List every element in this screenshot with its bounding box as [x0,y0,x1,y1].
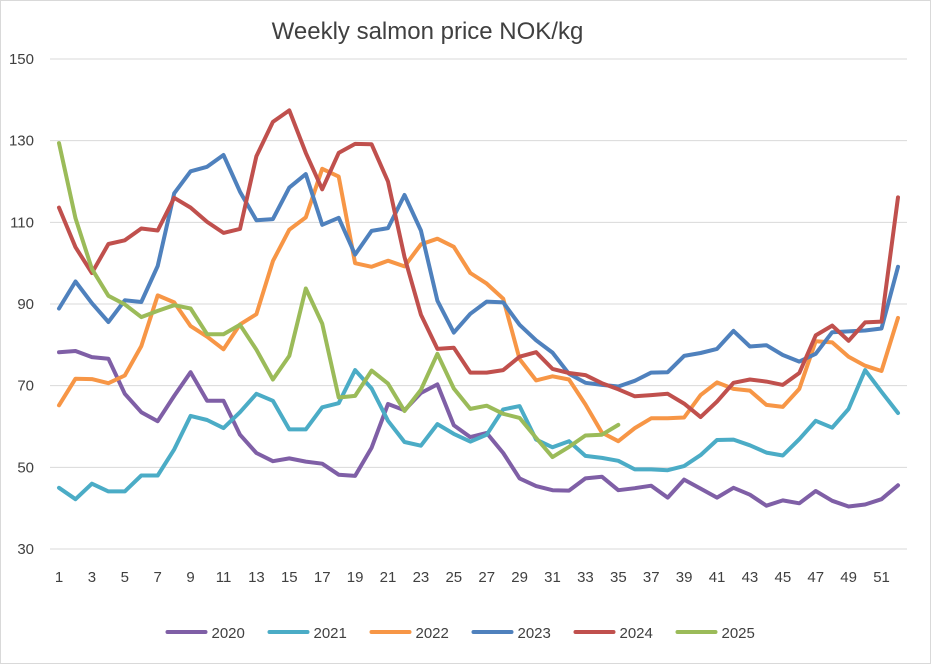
series-line-2021 [57,368,900,502]
series-line-2024 [57,108,900,420]
series-line-2023 [57,153,900,389]
y-tick-label: 30 [17,541,34,558]
x-tick-label: 43 [742,569,759,586]
y-tick-label: 50 [17,459,34,476]
legend-label-2020: 2020 [212,625,245,642]
y-axis-labels: 30 50 70 90 110 130 150 [9,51,34,558]
series-lines [57,108,900,509]
chart-title: Weekly salmon price NOK/kg [271,18,584,45]
x-tick-label: 17 [314,569,331,586]
x-tick-label: 5 [121,569,129,586]
grid-lines [50,58,907,550]
x-tick-label: 3 [88,569,96,586]
x-tick-label: 23 [413,569,430,586]
x-tick-label: 27 [478,569,495,586]
x-tick-label: 1 [55,569,63,586]
x-axis-labels: 1 3 5 7 9 11 13 15 17 19 21 23 25 27 29 31 33 35 37 39 41 43 4… [55,569,890,586]
y-tick-label: 130 [9,133,34,150]
x-tick-label: 11 [216,569,232,586]
legend-label-2022: 2022 [416,625,449,642]
x-tick-label: 13 [248,569,265,586]
legend-label-2021: 2021 [314,625,347,642]
x-tick-label: 41 [709,569,726,586]
legend-label-2025: 2025 [722,625,755,642]
x-tick-label: 51 [873,569,890,586]
x-tick-label: 19 [347,569,364,586]
legend-label-2024: 2024 [620,625,653,642]
series-line-2020 [57,349,900,509]
y-tick-label: 150 [9,51,34,68]
legend: 2020 2021 2022 2023 2024 2025 [165,625,755,642]
x-tick-label: 35 [610,569,627,586]
x-tick-label: 21 [380,569,397,586]
x-tick-label: 45 [774,569,791,586]
x-tick-label: 31 [544,569,561,586]
y-tick-label: 90 [17,296,34,313]
x-tick-label: 29 [511,569,528,586]
x-tick-label: 39 [676,569,693,586]
x-tick-label: 15 [281,569,298,586]
x-tick-label: 47 [807,569,824,586]
series-line-2025 [57,141,621,460]
y-tick-label: 110 [10,214,34,231]
legend-label-2023: 2023 [518,625,551,642]
x-tick-label: 37 [643,569,660,586]
x-tick-label: 9 [186,569,194,586]
x-tick-label: 33 [577,569,594,586]
y-tick-label: 70 [17,378,34,395]
series-line-2022 [57,166,900,444]
x-tick-label: 25 [445,569,462,586]
x-tick-label: 7 [154,569,162,586]
x-tick-label: 49 [840,569,857,586]
